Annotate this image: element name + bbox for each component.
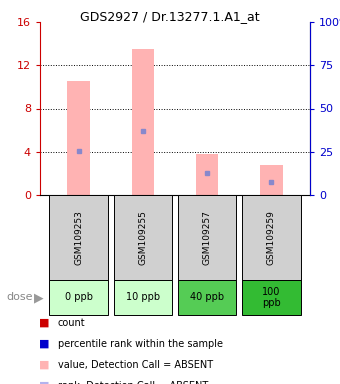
Text: 100
ppb: 100 ppb [262, 287, 281, 308]
Bar [242, 280, 301, 315]
Bar [114, 195, 172, 280]
Bar [196, 154, 218, 195]
Bar [132, 49, 154, 195]
Text: dose: dose [7, 293, 33, 303]
Bar [260, 165, 283, 195]
Text: value, Detection Call = ABSENT: value, Detection Call = ABSENT [58, 360, 213, 370]
Text: GSM109253: GSM109253 [74, 210, 83, 265]
Text: count: count [58, 318, 85, 328]
Text: ■: ■ [39, 360, 49, 370]
Text: GSM109259: GSM109259 [267, 210, 276, 265]
Text: rank, Detection Call = ABSENT: rank, Detection Call = ABSENT [58, 381, 208, 384]
Text: percentile rank within the sample: percentile rank within the sample [58, 339, 223, 349]
Text: ■: ■ [39, 381, 49, 384]
Bar [67, 81, 90, 195]
Text: ■: ■ [39, 339, 49, 349]
Text: GSM109257: GSM109257 [203, 210, 211, 265]
Bar [178, 195, 236, 280]
Text: GSM109255: GSM109255 [138, 210, 147, 265]
Bar [178, 280, 236, 315]
Text: 0 ppb: 0 ppb [65, 293, 92, 303]
Bar [49, 195, 108, 280]
Bar [114, 280, 172, 315]
Bar [242, 195, 301, 280]
Text: GDS2927 / Dr.13277.1.A1_at: GDS2927 / Dr.13277.1.A1_at [80, 10, 260, 23]
Text: ■: ■ [39, 318, 49, 328]
Bar [49, 280, 108, 315]
Text: 10 ppb: 10 ppb [126, 293, 160, 303]
Text: ▶: ▶ [34, 291, 44, 304]
Text: 40 ppb: 40 ppb [190, 293, 224, 303]
